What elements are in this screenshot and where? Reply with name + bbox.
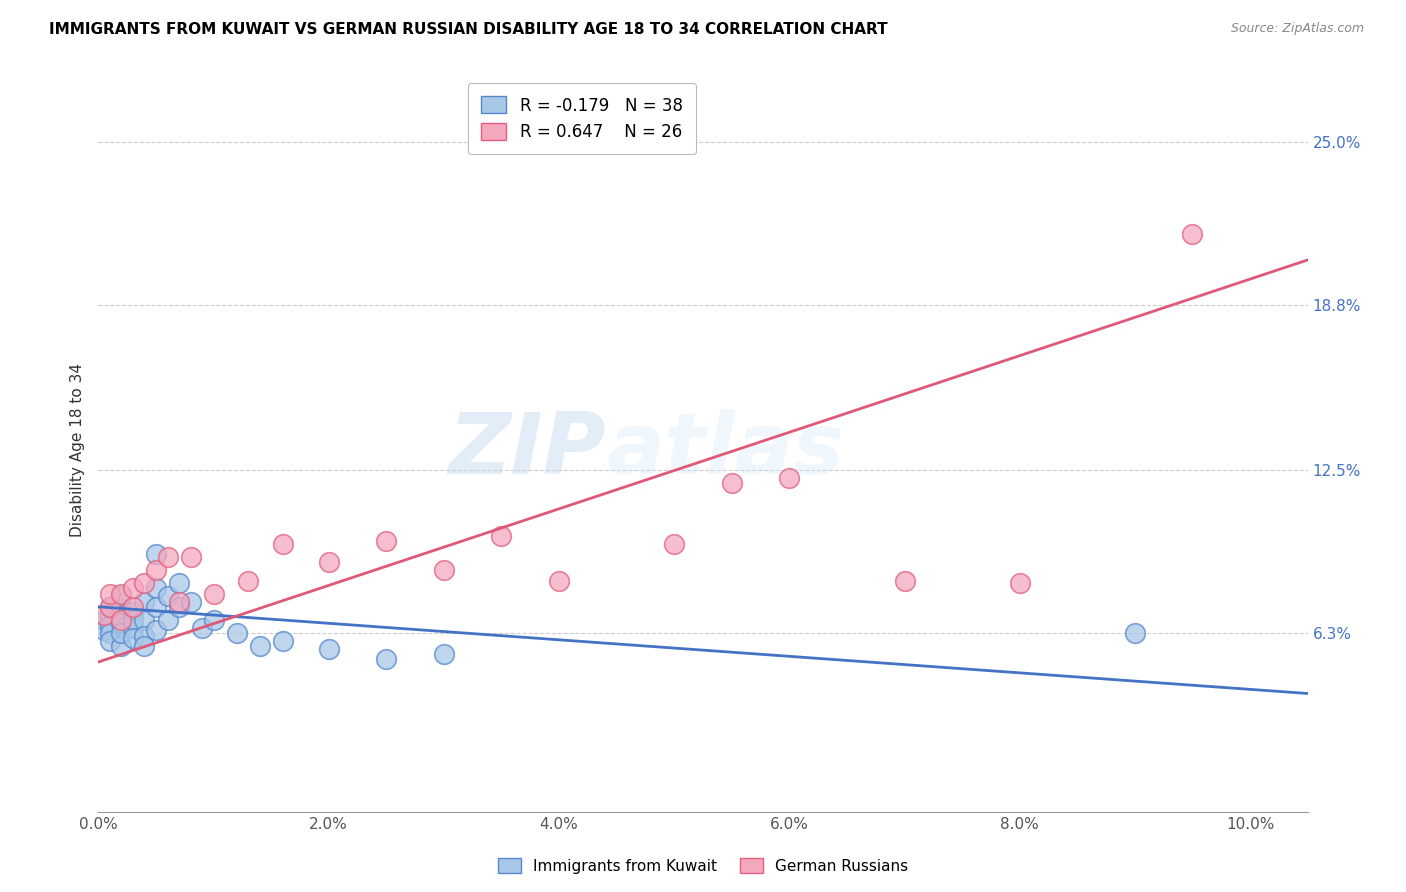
Point — [156, 589, 179, 603]
Point — [433, 563, 456, 577]
Text: atlas: atlas — [606, 409, 845, 492]
Point — [134, 613, 156, 627]
Point — [98, 599, 121, 614]
Point — [134, 639, 156, 653]
Point — [271, 537, 294, 551]
Point — [202, 587, 225, 601]
Point — [167, 576, 190, 591]
Point — [893, 574, 915, 588]
Point — [375, 534, 398, 549]
Point — [110, 602, 132, 616]
Text: ZIP: ZIP — [449, 409, 606, 492]
Point — [191, 621, 214, 635]
Point — [122, 613, 145, 627]
Point — [122, 582, 145, 596]
Point — [110, 613, 132, 627]
Legend: Immigrants from Kuwait, German Russians: Immigrants from Kuwait, German Russians — [492, 852, 914, 880]
Point — [134, 594, 156, 608]
Point — [249, 639, 271, 653]
Point — [98, 626, 121, 640]
Point — [93, 613, 115, 627]
Point — [664, 537, 686, 551]
Point — [122, 632, 145, 646]
Point — [318, 641, 340, 656]
Point — [134, 629, 156, 643]
Point — [375, 652, 398, 666]
Point — [122, 605, 145, 619]
Point — [110, 615, 132, 630]
Point — [98, 607, 121, 622]
Legend: R = -0.179   N = 38, R = 0.647    N = 26: R = -0.179 N = 38, R = 0.647 N = 26 — [468, 83, 696, 154]
Point — [1008, 576, 1031, 591]
Point — [318, 555, 340, 569]
Point — [202, 613, 225, 627]
Point — [433, 647, 456, 661]
Point — [145, 582, 167, 596]
Y-axis label: Disability Age 18 to 34: Disability Age 18 to 34 — [69, 363, 84, 538]
Point — [156, 613, 179, 627]
Point — [167, 594, 190, 608]
Point — [110, 626, 132, 640]
Point — [1123, 626, 1146, 640]
Point — [145, 563, 167, 577]
Point — [145, 547, 167, 561]
Point — [778, 471, 800, 485]
Point — [1181, 227, 1204, 241]
Point — [491, 529, 513, 543]
Point — [156, 549, 179, 564]
Point — [167, 599, 190, 614]
Point — [93, 607, 115, 622]
Point — [110, 589, 132, 603]
Point — [180, 594, 202, 608]
Point — [134, 576, 156, 591]
Point — [548, 574, 571, 588]
Text: IMMIGRANTS FROM KUWAIT VS GERMAN RUSSIAN DISABILITY AGE 18 TO 34 CORRELATION CHA: IMMIGRANTS FROM KUWAIT VS GERMAN RUSSIAN… — [49, 22, 887, 37]
Point — [98, 587, 121, 601]
Point — [122, 599, 145, 614]
Point — [98, 634, 121, 648]
Point — [180, 549, 202, 564]
Point — [225, 626, 247, 640]
Point — [271, 634, 294, 648]
Point — [110, 639, 132, 653]
Point — [720, 476, 742, 491]
Point — [98, 618, 121, 632]
Point — [98, 599, 121, 614]
Point — [145, 624, 167, 638]
Point — [236, 574, 259, 588]
Point — [145, 599, 167, 614]
Text: Source: ZipAtlas.com: Source: ZipAtlas.com — [1230, 22, 1364, 36]
Point — [110, 587, 132, 601]
Point — [93, 624, 115, 638]
Point — [122, 621, 145, 635]
